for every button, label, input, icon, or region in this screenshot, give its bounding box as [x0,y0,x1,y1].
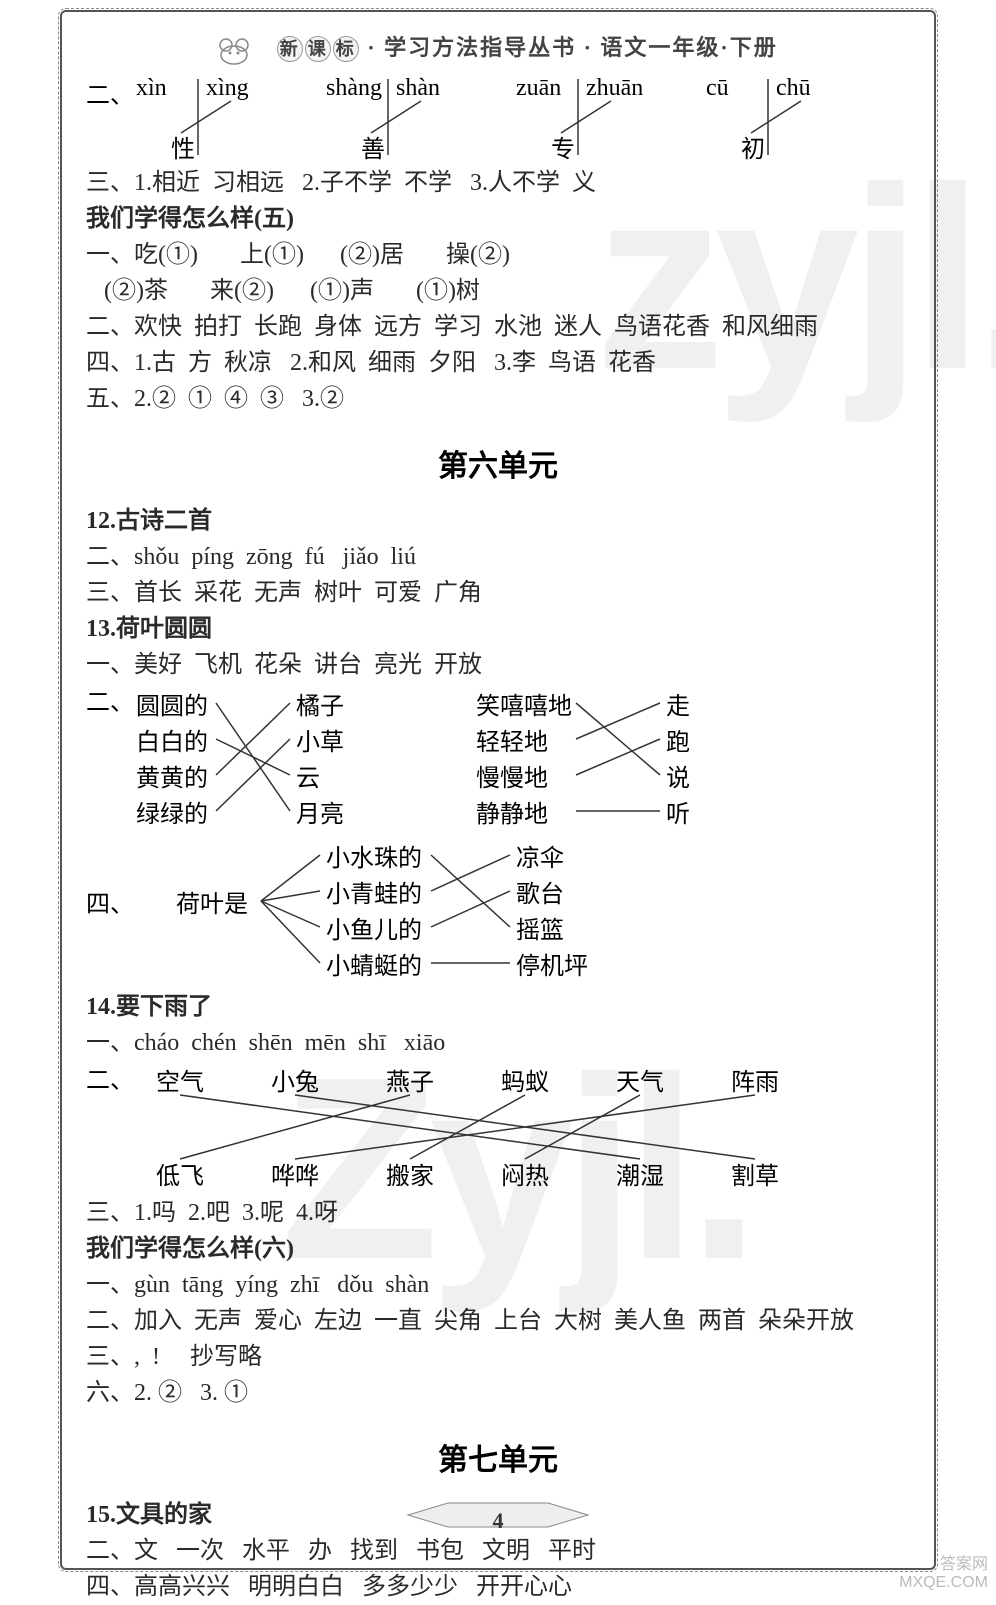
match-item: 搬家 [386,1159,434,1195]
match-item: 摇篮 [516,913,564,949]
match-item: 歌台 [516,877,564,913]
match-item: 小蜻蜓的 [326,949,422,985]
page-number-wrap: 4 [62,1500,934,1562]
match-item: 小草 [296,725,344,761]
unit6-title: 第六单元 [86,441,910,485]
match-item: 慢慢地 [476,761,548,797]
match-item: 停机坪 [516,949,588,985]
match-item: 笑嘻嘻地 [476,689,572,725]
match-item: 走 [666,689,690,725]
poem13-title: 13.荷叶圆圆 [86,611,910,647]
match-item: 月亮 [296,797,344,833]
poem14-l3: 三、1.吗 2.吧 3.呢 4.呀 [86,1195,910,1231]
match-prefix: 四、 [86,887,134,923]
match-item: 燕子 [386,1065,434,1101]
match-item: 闷热 [501,1159,549,1195]
poem13-match4: 四、 荷叶是 小水珠的小青蛙的小鱼儿的小蜻蜓的 凉伞歌台摇篮停机坪 [86,837,906,987]
header-subtitle: · 学习方法指导丛书 · 语文一年级·下册 [367,35,778,60]
poem12-l3: 三、首长 采花 无声 树叶 可爱 广角 [86,575,910,611]
corner-l2: MXQE.COM [899,1574,988,1592]
match-item: 哗哗 [271,1159,319,1195]
poem13-l1: 一、美好 飞机 花朵 讲台 亮光 开放 [86,647,910,683]
page-frame: 新课标 · 学习方法指导丛书 · 语文一年级·下册 二、xìnxìng性shàn… [60,10,936,1570]
match-item: 绿绿的 [136,797,208,833]
poem14-match2: 二、空气 小兔 燕子 蚂蚁 天气 阵雨低飞 哗哗 搬家 闷热 潮湿 割草 [86,1063,910,1193]
brand-char-1: 新 [277,36,303,62]
match-item: 轻轻地 [476,725,548,761]
review6-l3: 三、, ! 抄写略 [86,1339,910,1375]
text-line: 五、2.② ① ④ ③ 3.② [86,381,910,417]
match-item: 黄黄的 [136,761,208,797]
text-line: (②)茶 来(②) (①)声 (①)树 [86,273,910,309]
match-item: 说 [666,761,690,797]
match-item: 割草 [731,1159,779,1195]
corner-brand: 答案网 MXQE.COM [899,1556,988,1592]
match-item: 阵雨 [731,1065,779,1101]
brand-char-3: 标 [333,36,359,62]
match-item: 圆圆的 [136,689,208,725]
match-item: 低飞 [156,1159,204,1195]
match-item: 听 [666,797,690,833]
match-item: 云 [296,761,320,797]
review6-l6: 六、2. ② 3. ① [86,1375,910,1411]
match-item: 橘子 [296,689,344,725]
match-item: 空气 [156,1065,204,1101]
text-line: 一、吃(①) 上(①) (②)居 操(②) [86,237,910,273]
match-item: 蚂蚁 [501,1065,549,1101]
match-stem: 荷叶是 [176,887,248,923]
top-lines: 三、1.相近 习相远 2.子不学 不学 3.人不学 义我们学得怎么样(五)一、吃… [86,165,910,417]
poem14-l1: 一、cháo chén shēn mēn shī xiāo [86,1025,910,1061]
text-line: 四、1.古 方 秋凉 2.和风 细雨 夕阳 3.李 鸟语 花香 [86,345,910,381]
text-line: 我们学得怎么样(五) [86,201,910,237]
review6-title: 我们学得怎么样(六) [86,1231,910,1267]
poem14-title: 14.要下雨了 [86,989,910,1025]
match-item: 小水珠的 [326,841,422,877]
match-prefix: 二、 [86,1063,134,1099]
text-line: 三、1.相近 习相远 2.子不学 不学 3.人不学 义 [86,165,910,201]
match-item: 凉伞 [516,841,564,877]
unit7-title: 第七单元 [86,1435,910,1479]
mouse-icon [218,35,262,65]
match-item: 小兔 [271,1065,319,1101]
text-line: 二、欢快 拍打 长跑 身体 远方 学习 水池 迷人 鸟语花香 和风细雨 [86,309,910,345]
page-header: 新课标 · 学习方法指导丛书 · 语文一年级·下册 [86,30,910,65]
match-item: 潮湿 [616,1159,664,1195]
match-item: 跑 [666,725,690,761]
poem13-match2: 二、圆圆的白白的黄黄的绿绿的 橘子小草云月亮 笑嘻嘻地轻轻地慢慢地静静地 走跑说听 [86,685,906,835]
match-item: 小鱼儿的 [326,913,422,949]
match-prefix: 二、 [86,685,134,721]
match-item: 静静地 [476,797,548,833]
match-item: 小青蛙的 [326,877,422,913]
brand-char-2: 课 [305,36,331,62]
review6-l1: 一、gùn tāng yíng zhī dǒu shàn [86,1267,910,1303]
match-item: 白白的 [136,725,208,761]
review6-l2: 二、加入 无声 爱心 左边 一直 尖角 上台 大树 美人鱼 两首 朵朵开放 [86,1303,910,1339]
poem12-l2: 二、shǒu píng zōng fú jiǎo liú [86,539,910,575]
corner-l1: 答案网 [899,1556,988,1574]
page-number: 4 [62,1508,934,1534]
pinyin-match-block: 二、xìnxìng性shàngshàn善zuānzhuān专cūchū初 [86,75,910,165]
match-item: 天气 [616,1065,664,1101]
poem12-title: 12.古诗二首 [86,503,910,539]
